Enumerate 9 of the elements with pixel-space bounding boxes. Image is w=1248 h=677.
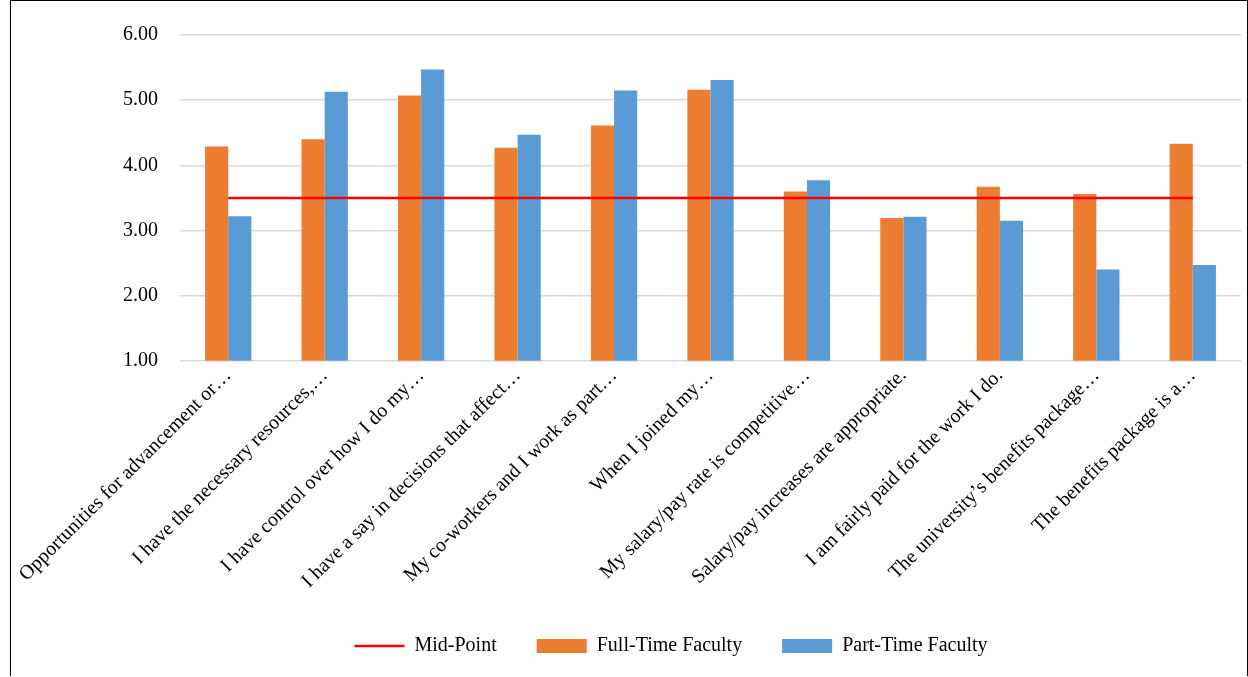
- legend-label: Part-Time Faculty: [842, 633, 988, 657]
- legend-label: Mid-Point: [414, 633, 498, 656]
- y-tick-label: 2.00: [123, 282, 158, 305]
- y-tick-label: 3.00: [123, 217, 158, 240]
- y-tick-label: 6.00: [123, 22, 158, 45]
- y-tick-label: 5.00: [123, 87, 158, 110]
- y-tick-label: 1.00: [123, 348, 158, 371]
- y-tick-label: 4.00: [123, 152, 158, 175]
- legend-label: Full-Time Faculty: [596, 633, 743, 657]
